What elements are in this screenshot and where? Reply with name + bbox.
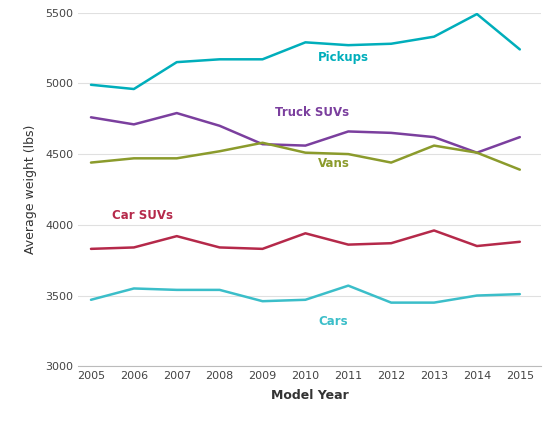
Text: Vans: Vans — [318, 157, 350, 170]
Text: Truck SUVs: Truck SUVs — [276, 106, 349, 119]
Text: Pickups: Pickups — [318, 51, 369, 64]
Text: Cars: Cars — [318, 315, 348, 328]
X-axis label: Model Year: Model Year — [271, 389, 349, 402]
Y-axis label: Average weight (lbs): Average weight (lbs) — [24, 125, 37, 254]
Text: Car SUVs: Car SUVs — [112, 209, 174, 222]
